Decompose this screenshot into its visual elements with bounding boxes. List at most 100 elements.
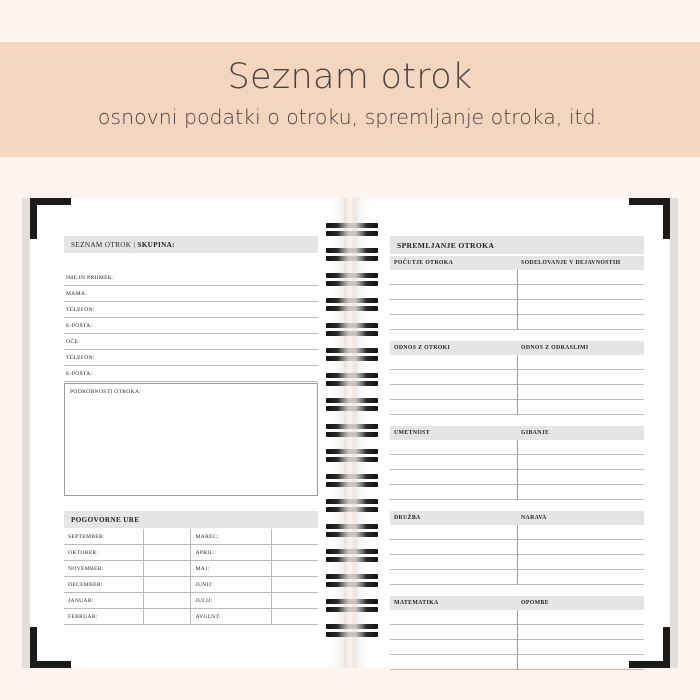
notebook-left-page: SEZNAM OTROK | SKUPINA: IME IN PRIIMEK: M… <box>22 198 344 668</box>
spiral-coil <box>326 498 378 517</box>
contact-field-row[interactable]: E-POŠTA: <box>64 318 318 334</box>
contact-field-row[interactable]: OČE: <box>64 334 318 350</box>
spiral-coil-bar <box>326 456 378 462</box>
month-value-right[interactable] <box>271 560 318 577</box>
observation-column-divider <box>517 270 518 330</box>
month-value-right[interactable] <box>271 592 318 609</box>
spiral-coil-bar <box>326 573 378 579</box>
observation-section-lines <box>390 440 644 500</box>
child-details-box[interactable]: PODROBNOSTI OTROKA: <box>64 383 318 496</box>
notebook-right-page: SPREMLJANJE OTROKA POČUTJE OTROKA SODELOV… <box>356 198 678 670</box>
observation-section-header: ODNOS Z OTROKI ODNOS Z ODRASLIMI <box>390 341 644 355</box>
month-value-right[interactable] <box>271 576 318 593</box>
spiral-coil <box>326 247 378 266</box>
spiral-coil-bar <box>326 231 378 236</box>
observation-section: POČUTJE OTROKA SODELOVANJE V DEJAVNOSTIH <box>390 256 644 341</box>
corner-bracket-bottom-left <box>30 627 71 668</box>
spiral-coil-bar <box>326 548 378 554</box>
spiral-coil <box>326 523 378 542</box>
observation-section-header: UMETNOST GIBANJE <box>390 426 644 440</box>
meeting-hours-row: SEPTEMBER: MAREC: <box>64 529 318 545</box>
spiral-coil-bar <box>326 448 378 454</box>
month-value-right[interactable] <box>271 529 318 545</box>
contact-field-row[interactable]: MAMA: <box>64 286 318 302</box>
observation-section-header: DRUŽBA NARAVA <box>390 511 644 525</box>
meeting-hours-row: NOVEMBER: MAJ: <box>64 560 318 577</box>
spiral-coil-bar <box>326 381 378 387</box>
child-details-label: PODROBNOSTI OTROKA: <box>70 389 142 395</box>
observation-column-divider <box>517 355 518 415</box>
spiral-coil <box>326 397 378 416</box>
contact-field-row[interactable]: IME IN PRIIMEK: <box>64 270 318 286</box>
meeting-hours-row: JANUAR: JULIJ: <box>64 592 318 609</box>
month-value-left[interactable] <box>143 608 192 625</box>
left-page-header-plain: SEZNAM OTROK | <box>71 241 138 249</box>
month-value-left[interactable] <box>143 560 192 577</box>
month-label-left: DECEMBER: <box>64 576 145 593</box>
spiral-binding <box>326 222 378 642</box>
observation-section: DRUŽBA NARAVA <box>390 511 644 596</box>
meeting-hours-row: DECEMBER: JUNIJ: <box>64 576 318 593</box>
observation-header-left: MATEMATIKA <box>394 600 439 606</box>
observation-sections: POČUTJE OTROKA SODELOVANJE V DEJAVNOSTIH O… <box>390 256 644 681</box>
spiral-coil <box>326 548 378 567</box>
spiral-coil-bar <box>326 598 378 604</box>
observation-section-lines <box>390 355 644 415</box>
observation-header-right: ODNOS Z ODRASLIMI <box>521 345 589 351</box>
spiral-coil-bar <box>326 481 378 487</box>
spiral-coil-bar <box>326 331 378 337</box>
month-value-left[interactable] <box>143 544 192 561</box>
month-value-right[interactable] <box>271 608 318 625</box>
observation-header-left: UMETNOST <box>394 430 430 436</box>
contact-field-row[interactable]: TELEFON: <box>64 350 318 366</box>
month-label-right: MAREC: <box>190 529 272 545</box>
spiral-coil-bar <box>326 523 378 529</box>
left-page-header-bar: SEZNAM OTROK | SKUPINA: <box>64 236 318 253</box>
observation-header-right: NARAVA <box>521 515 547 521</box>
meeting-hours-row: OKTOBER: APRIL: <box>64 544 318 561</box>
spiral-coil-bar <box>326 248 378 254</box>
observation-section-header: POČUTJE OTROKA SODELOVANJE V DEJAVNOSTIH <box>390 256 644 270</box>
contact-field-row[interactable]: E-POŠTA: <box>64 366 318 382</box>
observation-section-gap <box>390 330 644 341</box>
contact-field-row[interactable]: TELEFON: <box>64 302 318 318</box>
spiral-coil-bar <box>326 556 378 562</box>
meeting-hours-table-wrap: SEPTEMBER: MAREC: OKTOBER: APRIL: NOVEMBER: M… <box>64 529 318 625</box>
spiral-coil-bar <box>326 498 378 504</box>
observation-section-gap <box>390 500 644 511</box>
observation-column-divider <box>517 440 518 500</box>
observation-section: MATEMATIKA OPOMBE <box>390 596 644 681</box>
spiral-coil <box>326 372 378 391</box>
observation-section-header: MATEMATIKA OPOMBE <box>390 596 644 610</box>
observation-header-right: SODELOVANJE V DEJAVNOSTIH <box>521 260 621 266</box>
spiral-coil-bar <box>326 223 378 228</box>
spiral-coil-bar <box>326 306 378 312</box>
month-value-right[interactable] <box>271 544 318 561</box>
spiral-coil <box>326 448 378 467</box>
page-title: Seznam otrok <box>227 57 473 97</box>
spiral-coil-bar <box>326 256 378 262</box>
month-value-left[interactable] <box>143 576 192 593</box>
spiral-coil-bar <box>326 398 378 404</box>
observation-section: ODNOS Z OTROKI ODNOS Z ODRASLIMI <box>390 341 644 426</box>
spiral-coil-bar <box>326 356 378 362</box>
month-value-left[interactable] <box>143 529 192 545</box>
spiral-coil <box>326 322 378 341</box>
month-label-left: OKTOBER: <box>64 544 145 561</box>
month-label-left: NOVEMBER: <box>64 560 145 577</box>
spiral-coil <box>326 623 378 642</box>
observation-section: UMETNOST GIBANJE <box>390 426 644 511</box>
month-value-left[interactable] <box>143 592 192 609</box>
page-subtitle: osnovni podatki o otroku, spremljanje ot… <box>97 104 603 129</box>
month-label-right: AVGUST: <box>190 608 272 625</box>
spiral-coil-bar <box>326 281 378 287</box>
spiral-coil <box>326 423 378 442</box>
spiral-coil <box>326 297 378 316</box>
spiral-coil-bar <box>326 506 378 512</box>
spiral-coil-bar <box>326 373 378 379</box>
month-label-right: JULIJ: <box>190 592 272 609</box>
spiral-coil-bar <box>326 606 378 612</box>
observation-section-gap <box>390 585 644 596</box>
observation-header-right: OPOMBE <box>521 600 549 606</box>
